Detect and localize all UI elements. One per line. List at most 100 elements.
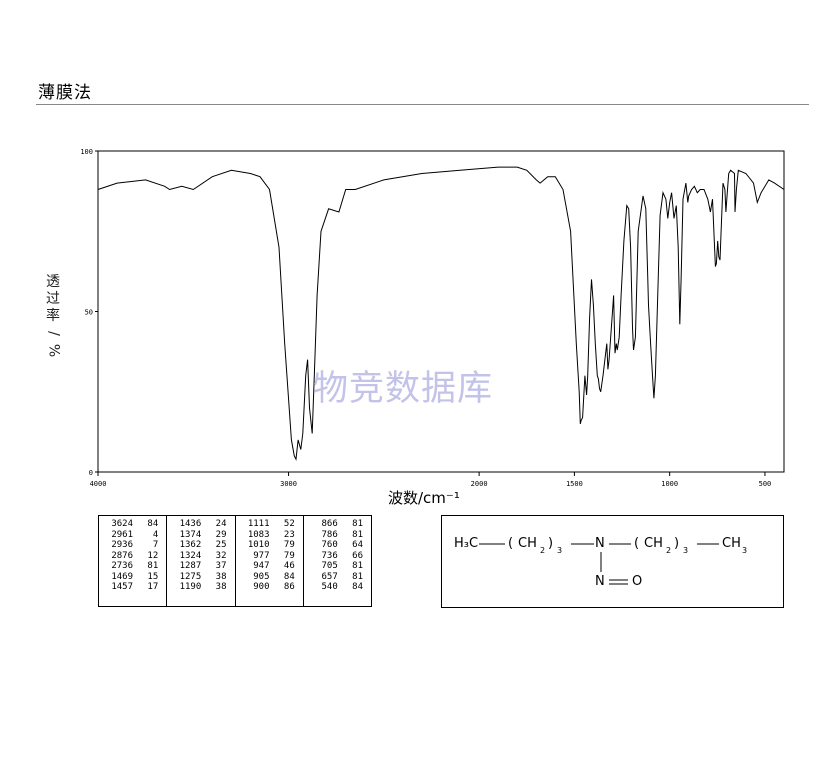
x-tick-label: 500: [759, 480, 772, 488]
peak-wavenumber: 1190: [179, 582, 202, 592]
peak-table-row: 1287 37: [171, 561, 232, 572]
peak-wavenumber: 1362: [179, 540, 202, 550]
peak-table-row: 2876 12: [103, 551, 164, 562]
peak-table-column: 3624 84 2961 4 2936 7 2876 12 2736 81 1469 15 1457 17: [99, 516, 168, 606]
structure-n-atom: N: [595, 536, 605, 551]
x-tick-label: 1000: [661, 480, 678, 488]
peak-wavenumber: 2936: [111, 540, 133, 550]
plot-frame: [97, 150, 785, 473]
peak-wavenumber: 1275: [179, 571, 202, 582]
structure-nitroso-n: N: [595, 574, 605, 589]
peak-table-row: 1275 38: [171, 572, 232, 583]
peak-table-row: 1362 25: [171, 540, 232, 551]
structure-paren-open: (: [508, 536, 514, 551]
x-axis-ticks: 4000 3000 2000 1500 1000 500: [90, 472, 772, 488]
peak-transmittance: 12: [147, 550, 159, 561]
peak-transmittance: 37: [215, 561, 227, 571]
peak-wavenumber: 1469: [111, 571, 133, 582]
structure-sub3-right: 3: [683, 546, 689, 555]
peak-table-row: 705 81: [308, 561, 369, 572]
structure-paren-close: ): [548, 536, 554, 551]
peak-wavenumber: 2876: [111, 550, 133, 561]
structure-ch2-right: CH: [644, 536, 663, 551]
x-tick-label: 2000: [471, 480, 488, 488]
peak-wavenumber: 540: [321, 582, 338, 592]
peak-transmittance: 84: [147, 519, 159, 529]
peak-wavenumber: 760: [321, 540, 338, 550]
peak-wavenumber: 1111: [247, 519, 270, 529]
structure-paren-close-right: ): [674, 536, 680, 551]
peak-wavenumber: 1287: [179, 561, 202, 571]
peak-transmittance: 23: [283, 529, 295, 540]
peak-transmittance: 25: [215, 540, 227, 550]
peak-table-row: 1436 24: [171, 519, 232, 530]
peak-table-row: 905 84: [240, 572, 301, 583]
peak-wavenumber: 905: [253, 571, 270, 582]
y-tick-label: 50: [85, 309, 93, 317]
peak-table-row: 3624 84: [103, 519, 164, 530]
peak-table-column: 1111 52 1083 23 1010 79 977 79 947 46 905 84 900 86: [236, 516, 304, 606]
peak-transmittance: 81: [352, 561, 363, 571]
peak-table-row: 2961 4: [103, 530, 164, 541]
structure-sub3-left: 3: [557, 546, 563, 555]
header-divider: [36, 104, 809, 105]
structure-ch2-left: CH: [518, 536, 537, 551]
structure-box: H₃C ( CH 2 ) 3 N ( CH 2 ) 3 CH 3 N O: [441, 515, 784, 608]
peak-wavenumber: 1457: [111, 582, 133, 592]
peak-table-row: 947 46: [240, 561, 301, 572]
peak-transmittance: 79: [283, 540, 295, 550]
x-tick-label: 1500: [566, 480, 583, 488]
peak-wavenumber: 3624: [111, 519, 133, 529]
peak-wavenumber: 1374: [179, 529, 202, 540]
peak-wavenumber: 977: [253, 550, 270, 561]
peak-table-column: 866 81 786 81 760 64 736 66 705 81 657 81 540 84: [304, 516, 371, 606]
page-header-title: 薄膜法: [38, 83, 92, 103]
peak-table-row: 540 84: [308, 582, 369, 593]
peak-wavenumber: 2736: [111, 561, 133, 571]
peak-wavenumber: 866: [321, 519, 338, 529]
peak-transmittance: 64: [352, 540, 363, 550]
peak-table-row: 1457 17: [103, 582, 164, 593]
peak-table: 3624 84 2961 4 2936 7 2876 12 2736 81 1469 15 1457 17…: [98, 515, 372, 607]
peak-table-row: 1010 79: [240, 540, 301, 551]
peak-transmittance: 24: [215, 519, 227, 529]
structure-paren-open-right: (: [634, 536, 640, 551]
structure-sub3-end: 3: [742, 546, 748, 555]
peak-transmittance: 29: [215, 529, 227, 540]
peak-wavenumber: 1436: [179, 519, 202, 529]
peak-transmittance: 86: [283, 582, 295, 592]
peak-table-row: 1469 15: [103, 572, 164, 583]
peak-wavenumber: 1010: [247, 540, 270, 550]
structure-diagram: [479, 543, 719, 585]
spectrum-line: [97, 166, 785, 461]
x-axis-label: 波数/cm⁻¹: [388, 489, 460, 507]
structure-h3c: H₃C: [454, 536, 479, 551]
peak-transmittance: 81: [352, 529, 363, 540]
peak-wavenumber: 736: [321, 550, 338, 561]
peak-transmittance: 79: [283, 550, 295, 561]
peak-wavenumber: 657: [321, 571, 338, 582]
y-axis-label: 透过率 /%: [45, 274, 62, 358]
peak-table-row: 900 86: [240, 582, 301, 593]
peak-transmittance: 52: [283, 519, 295, 529]
peak-transmittance: 84: [352, 582, 363, 592]
peak-wavenumber: 1083: [247, 529, 270, 540]
peak-table-row: 866 81: [308, 519, 369, 530]
x-tick-label: 4000: [90, 480, 107, 488]
y-axis-ticks: 0 50 100: [80, 148, 98, 477]
structure-ch3-right: CH: [722, 536, 741, 551]
peak-transmittance: 17: [147, 582, 159, 592]
peak-wavenumber: 947: [253, 561, 270, 571]
peak-table-row: 1083 23: [240, 530, 301, 541]
peak-table-row: 760 64: [308, 540, 369, 551]
peak-wavenumber: 705: [321, 561, 338, 571]
peak-transmittance: 32: [215, 550, 227, 561]
peak-transmittance: 81: [352, 571, 363, 582]
y-tick-label: 0: [89, 469, 93, 477]
peak-transmittance: 84: [283, 571, 295, 582]
peak-wavenumber: 900: [253, 582, 270, 592]
peak-transmittance: 15: [147, 571, 159, 582]
peak-transmittance: 46: [283, 561, 295, 571]
peak-table-row: 1111 52: [240, 519, 301, 530]
peak-wavenumber: 786: [321, 529, 338, 540]
